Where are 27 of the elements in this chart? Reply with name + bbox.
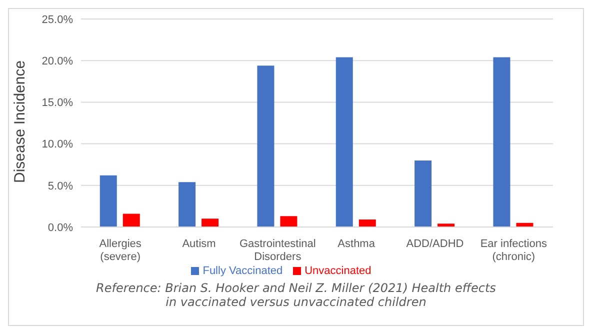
bar xyxy=(493,57,510,227)
x-tick-label: Gastrointestinal Disorders xyxy=(239,238,316,263)
y-tick-label: 20.0% xyxy=(42,56,74,68)
bar xyxy=(336,57,353,227)
bar xyxy=(100,175,117,227)
x-tick-label: Allergies (severe) xyxy=(99,238,142,263)
y-tick-label: 0.0% xyxy=(48,222,74,234)
legend-label: Unvaccinated xyxy=(304,265,372,277)
bar xyxy=(178,182,196,227)
text: Reference: Brian S. Hooker and Neil Z. Miller (2021) Health effects in vaccinated versus unvaccinated children xyxy=(96,281,496,309)
bar xyxy=(358,220,376,227)
y-tick-label: 5.0% xyxy=(48,180,74,192)
x-tick-label: Ear infections (chronic) xyxy=(480,238,548,263)
y-tick-label: 10.0% xyxy=(42,138,74,151)
x-tick-label: ADD/ADHD xyxy=(406,238,464,250)
bar xyxy=(280,216,298,227)
x-tick-label: Asthma xyxy=(338,238,376,250)
y-tick-label: 15.0% xyxy=(42,97,74,110)
bar xyxy=(122,214,140,227)
y-axis-title: Disease Incidence xyxy=(11,60,28,183)
bar xyxy=(438,224,455,227)
x-tick-label: Autism xyxy=(182,238,216,250)
bar xyxy=(257,66,274,227)
bar xyxy=(414,160,432,227)
bar xyxy=(202,218,219,227)
y-tick-label: 25.0% xyxy=(42,14,74,26)
legend-label: Fully Vaccinated xyxy=(202,265,283,277)
